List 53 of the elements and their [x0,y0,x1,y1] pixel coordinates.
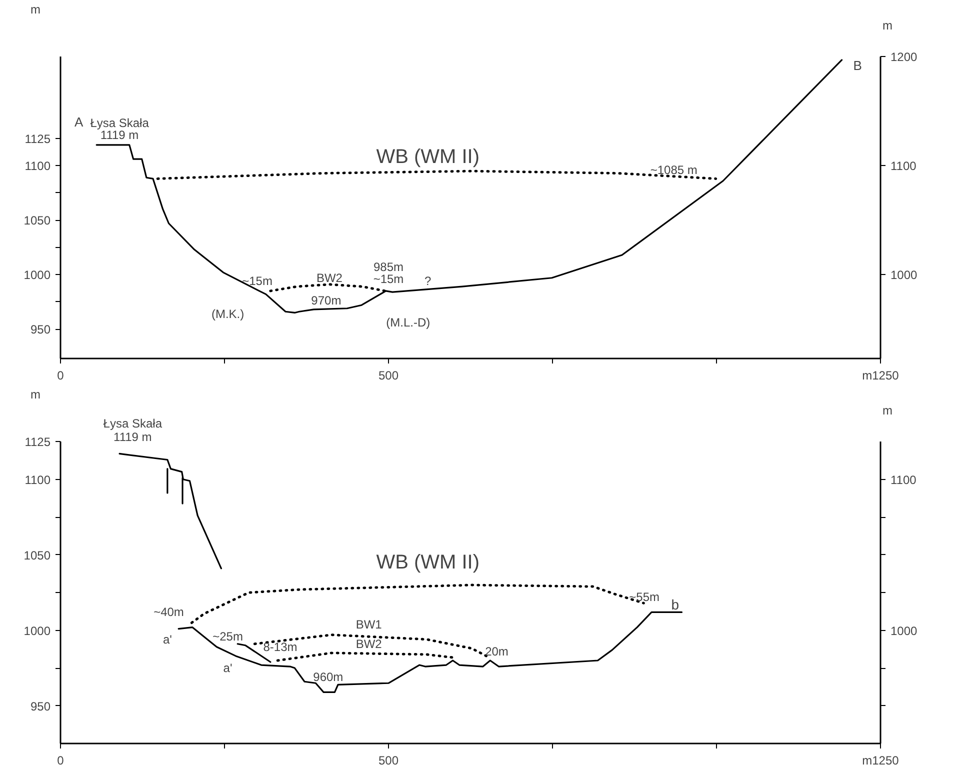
y2-tick-label: 1100 [890,472,917,487]
annotation: ? [424,274,432,288]
x-tick-label: m1250 [862,368,900,382]
x-tick-label: m1250 [862,754,900,768]
y-tick-label: 1100 [24,159,51,174]
y2-tick-label: 1200 [890,50,918,64]
y-tick-label: 1000 [24,268,51,282]
annotation: a' [223,661,232,676]
annotation: WB (WM II) [376,551,480,574]
annotation: b [671,596,680,613]
annotation: 960m [313,670,344,684]
annotation: 20m [485,644,508,658]
annotation: a' [162,632,172,646]
y-tick-label: 1125 [24,132,51,146]
y-tick-label: 1100 [24,472,51,487]
y-tick-label: 1050 [24,548,51,562]
annotation: 8-13m [263,640,298,654]
y2-axis-title: m [882,404,893,418]
y-axis-title: m [30,2,40,16]
y2-tick-label: 1000 [890,268,918,282]
annotation: 985m [373,260,404,274]
y-tick-label: 950 [30,322,51,337]
annotation: (M.L.-D) [386,316,430,330]
y-tick-label: 1050 [24,214,51,228]
annotation: ~15m [373,272,404,286]
annotation: ~25m [212,629,243,644]
annotation: 1119 m [114,430,152,444]
x-tick-label: 500 [378,368,399,382]
y-tick-label: 1125 [24,435,51,450]
y-tick-label: 950 [30,699,51,714]
x-tick-label: 500 [378,754,399,768]
y2-axis-title: m [882,18,893,32]
text: Łysa Skała [103,416,162,431]
annotation: 970m [311,294,342,308]
annotation: A [74,114,84,130]
y2-tick-label: 1000 [890,624,918,638]
annotation: ~1085 m [650,162,698,177]
annotation: ~55m [629,590,660,604]
x-tick-label: 0 [57,754,64,768]
annotation: Łysa Skała [90,116,150,130]
y-axis-title: m [30,388,40,402]
y2-tick-label: 1100 [890,159,917,174]
annotation: BW1 [356,617,382,632]
annotation: 1119 m [100,128,139,142]
annotation: BW2 [316,270,343,285]
annotation: ~40m [154,605,184,620]
annotation: B [853,58,862,73]
annotation: (M.K.) [211,306,244,321]
annotation: BW2 [356,636,382,651]
y-tick-label: 1000 [24,624,51,638]
x-tick-label: 0 [57,368,64,382]
annotation: WB (WM II) [376,146,480,168]
annotation: ~15m [242,274,272,288]
